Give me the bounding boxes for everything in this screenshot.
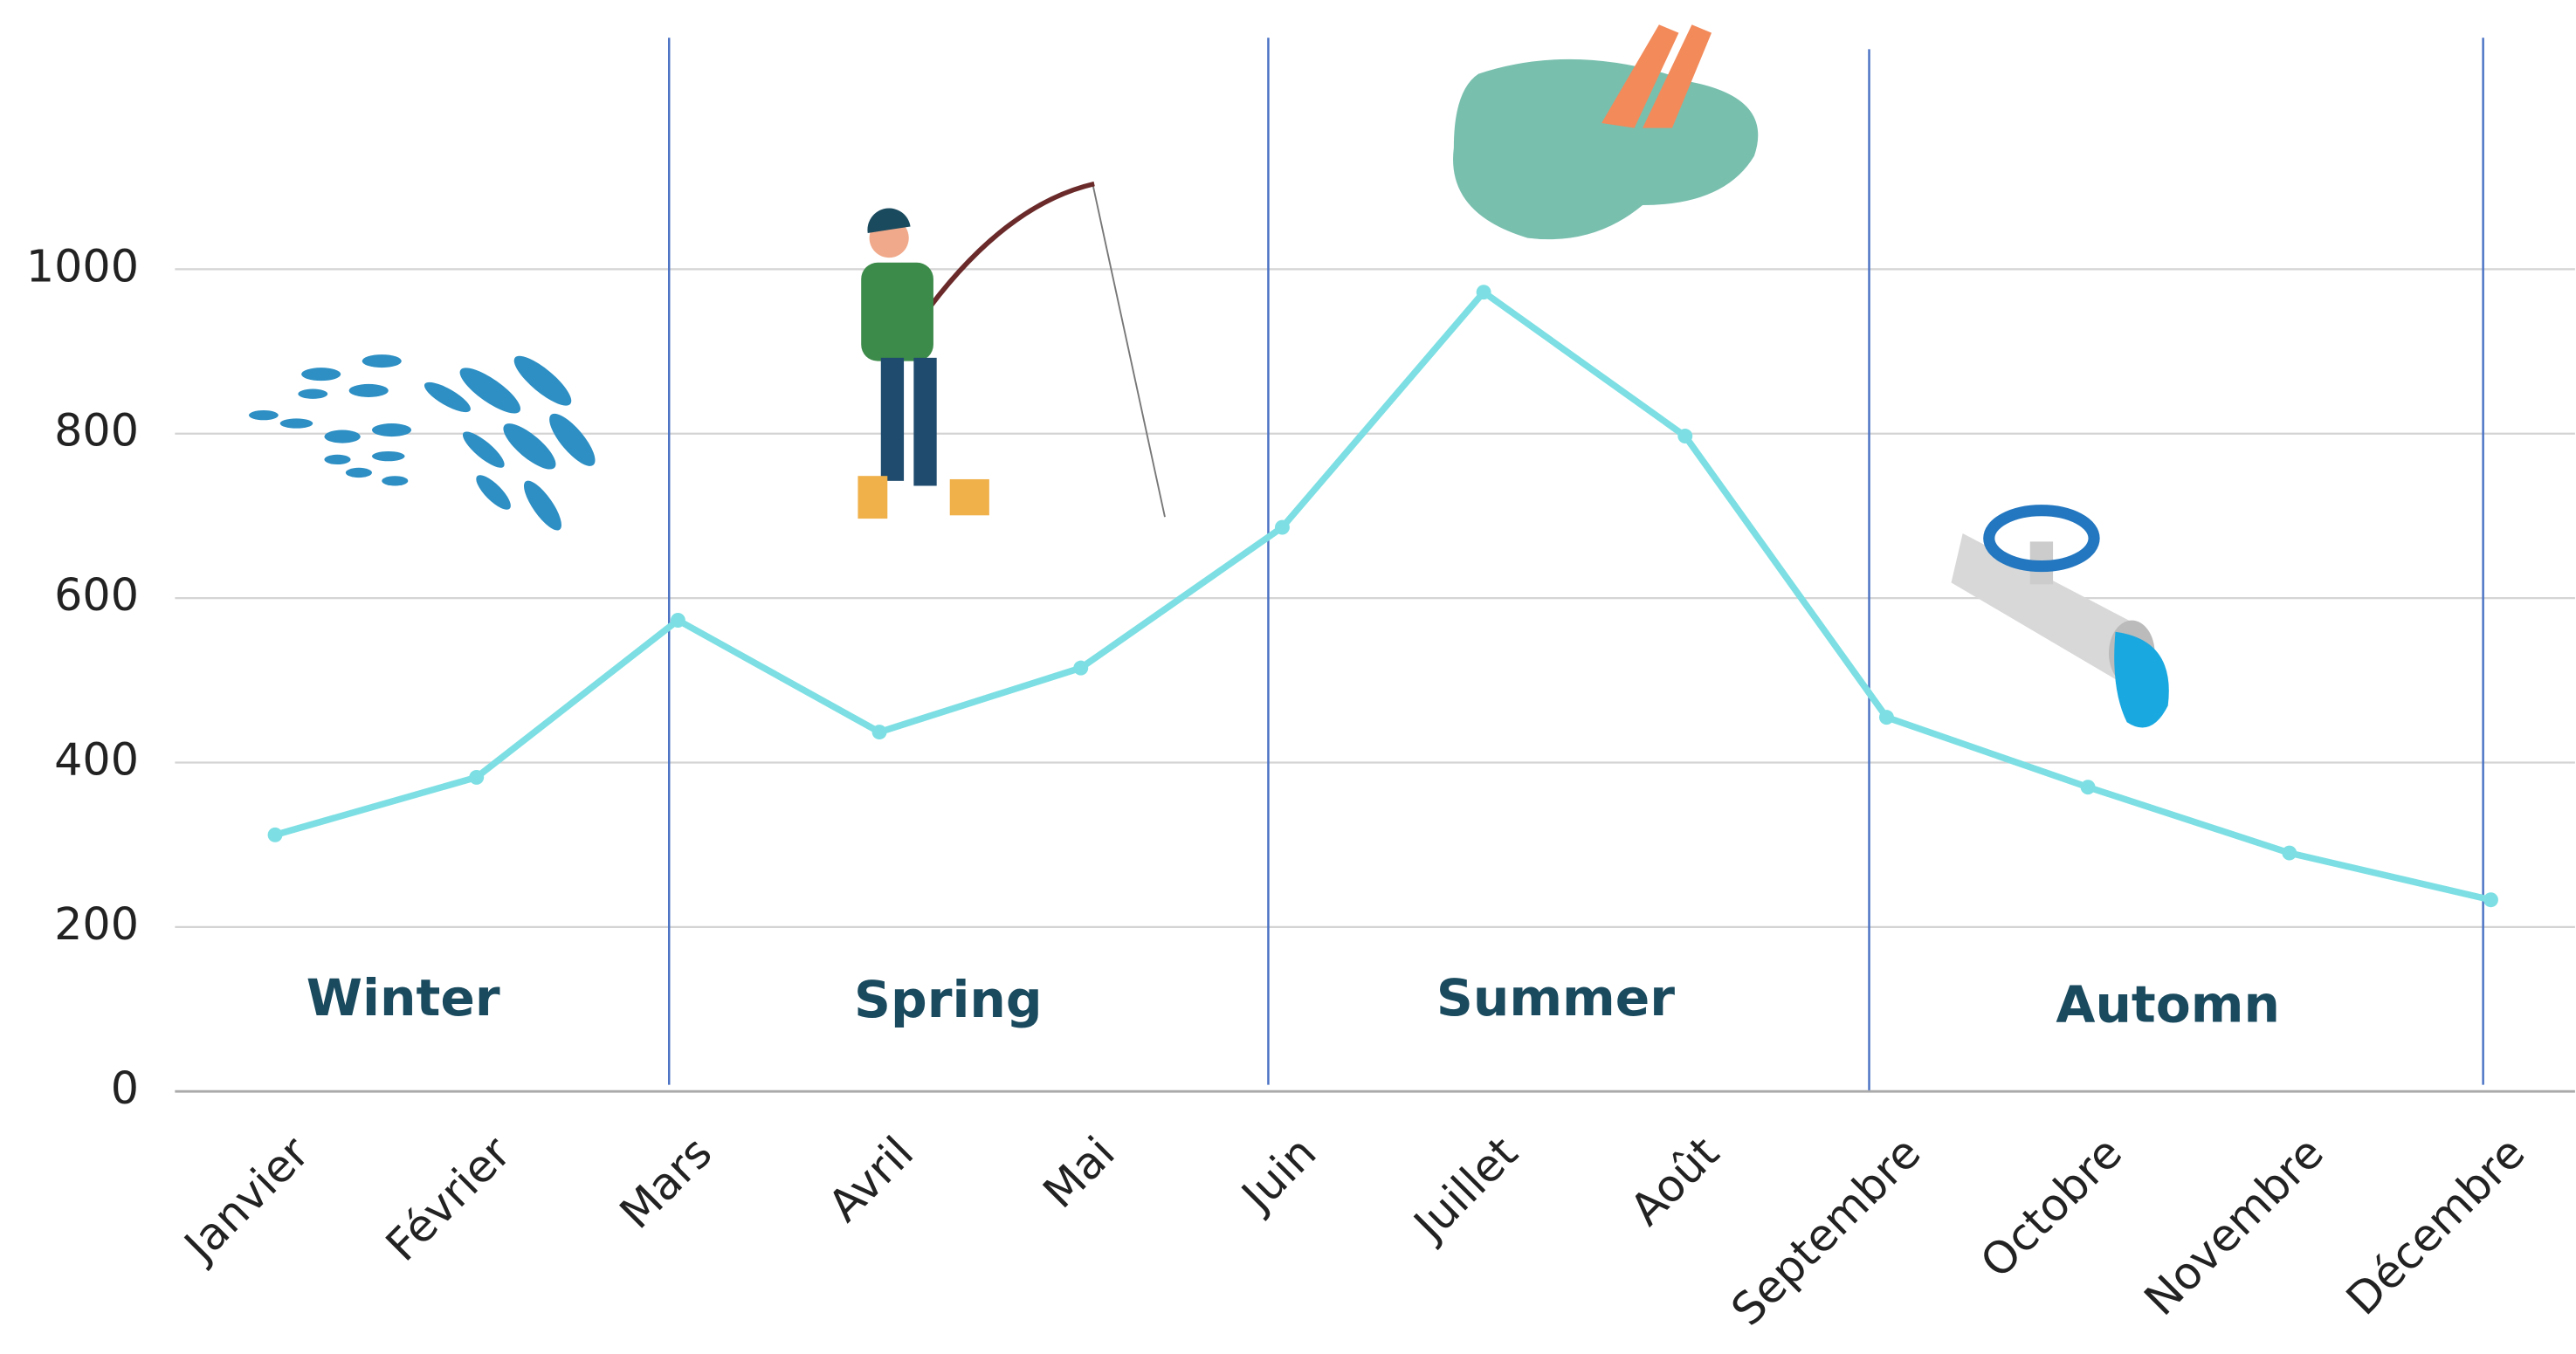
x-tick-label: Mars <box>610 1127 721 1239</box>
x-tick-label: Juin <box>1230 1127 1326 1223</box>
data-point <box>1677 429 1692 443</box>
data-point <box>268 828 283 842</box>
data-point <box>872 725 887 739</box>
season-label: Summer <box>1436 968 1675 1028</box>
x-tick-label: Juillet <box>1402 1127 1527 1252</box>
x-tick-label: Janvier <box>173 1126 319 1272</box>
x-tick-label: Avril <box>818 1127 923 1232</box>
fish-illustration <box>249 348 603 535</box>
page: {"chart_data": {"type": "line", "categor… <box>0 0 2576 1354</box>
x-tick-label: Mai <box>1033 1127 1125 1219</box>
x-tick-label: Février <box>376 1126 520 1270</box>
data-point <box>2483 892 2498 907</box>
y-tick-label: 200 <box>54 898 139 950</box>
data-point <box>469 770 484 785</box>
data-point <box>1073 661 1088 676</box>
y-tick-label: 0 <box>111 1062 139 1114</box>
chart: 0 200 400 600 800 1000 Janvier Février Mars Avril… <box>0 0 2576 1354</box>
x-tick-label: Novembre <box>2134 1127 2333 1326</box>
x-tick-label: Décembre <box>2337 1127 2535 1325</box>
y-tick-label: 800 <box>54 405 139 457</box>
y-tick-label: 600 <box>54 569 139 621</box>
x-tick-label: Août <box>1620 1127 1728 1235</box>
season-label: Spring <box>854 970 1043 1029</box>
data-point <box>1879 710 1894 725</box>
y-tick-label: 1000 <box>26 240 139 292</box>
data-point <box>1275 520 1290 535</box>
y-tick-label: 400 <box>54 733 139 785</box>
data-point <box>671 613 685 628</box>
data-line <box>275 292 2490 900</box>
data-point <box>2081 780 2096 794</box>
x-tick-label: Septembre <box>1721 1127 1930 1336</box>
data-point <box>2282 846 2297 861</box>
x-tick-label: Octobre <box>1971 1127 2132 1289</box>
fisherman-illustration <box>858 184 1165 519</box>
pond-illustration <box>1453 24 1758 239</box>
data-point <box>1477 285 1491 299</box>
pipe-illustration <box>1952 511 2169 728</box>
season-label: Automn <box>2056 974 2280 1034</box>
season-label: Winter <box>307 968 500 1028</box>
